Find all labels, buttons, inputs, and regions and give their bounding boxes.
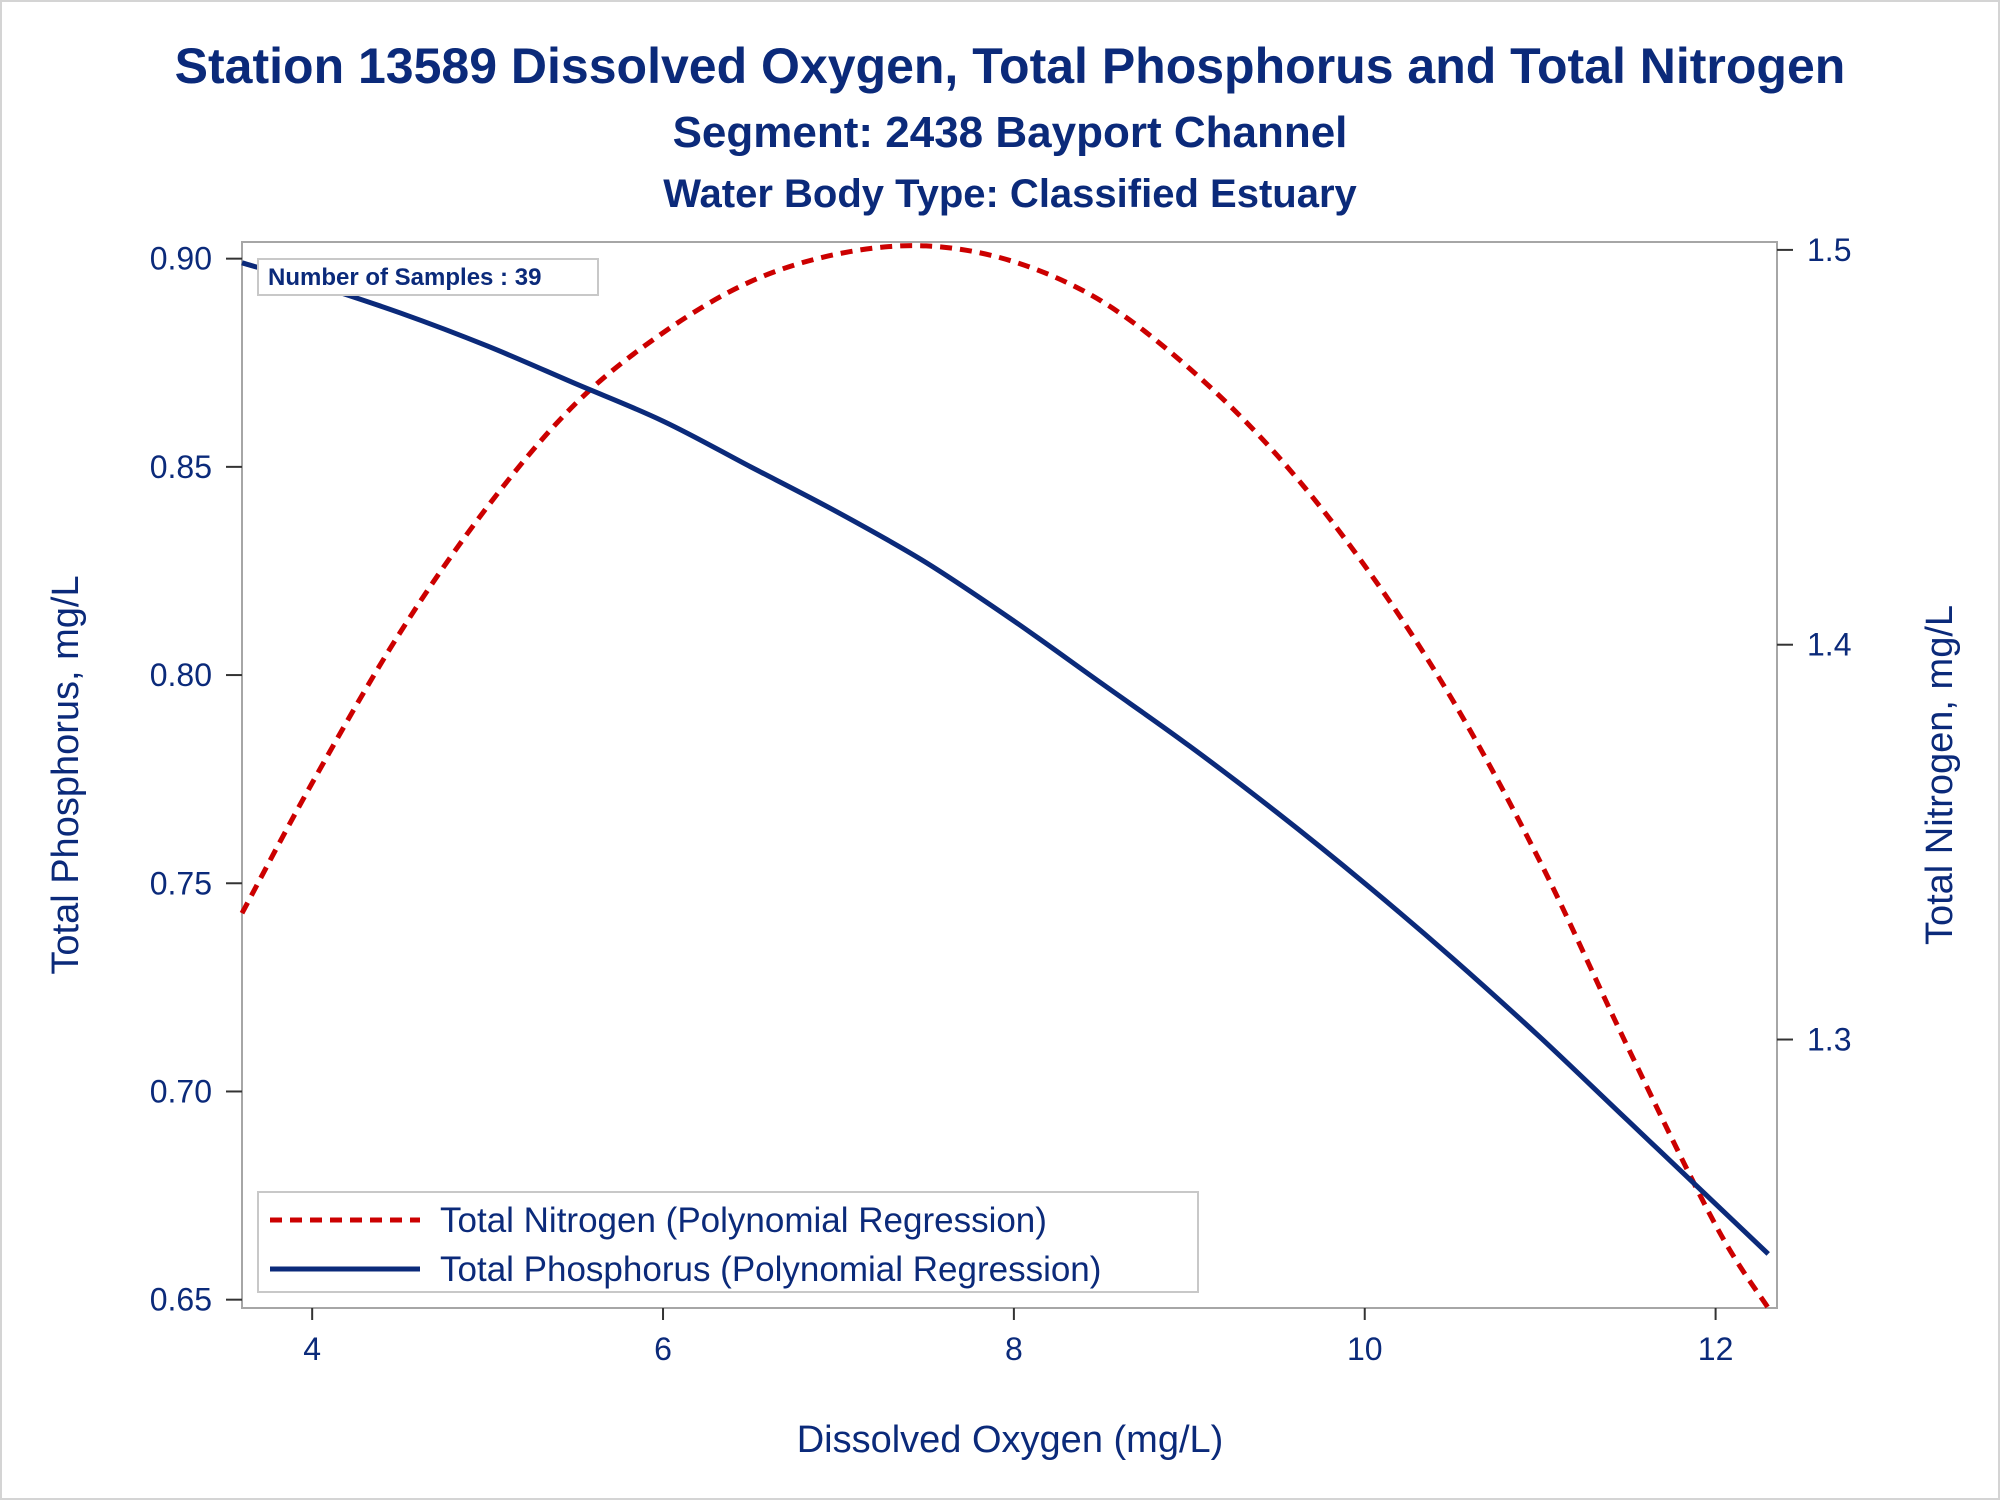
y-tick-label: 0.75: [150, 865, 212, 901]
y-tick-label: 0.70: [150, 1073, 212, 1109]
series-layer: [239, 243, 1771, 1310]
y2-tick-label: 1.4: [1807, 627, 1851, 663]
sample-count-box: [257, 258, 599, 296]
x-axis: 4 6 8 10 12: [303, 1308, 1733, 1367]
plot-area: [241, 241, 1778, 1309]
sample-count-text: Number of Samples : 39: [268, 264, 541, 291]
x-tick-label: 10: [1347, 1331, 1383, 1367]
y2-tick-label: 1.5: [1807, 232, 1851, 268]
x-tick-label: 8: [1005, 1331, 1023, 1367]
y-axis-left: 0.65 0.70 0.75 0.80 0.85 0.90: [150, 241, 242, 1318]
legend-label-phosphorus: Total Phosphorus (Polynomial Regression): [440, 1250, 1101, 1289]
y2-axis-label: Total Nitrogen, mg/L: [1919, 605, 1961, 945]
x-tick-label: 6: [654, 1331, 672, 1367]
y-tick-label: 0.90: [150, 241, 212, 277]
sample-count-note: Number of Samples : 39: [257, 258, 599, 296]
y-axis-right: 1.3 1.4 1.5: [1777, 232, 1851, 1058]
chart-subtitle-waterbody: Water Body Type: Classified Estuary: [663, 172, 1357, 216]
x-axis-label: Dissolved Oxygen (mg/L): [797, 1419, 1224, 1461]
y-tick-label: 0.80: [150, 657, 212, 693]
legend: Total Nitrogen (Polynomial Regression) T…: [257, 1191, 1199, 1293]
y2-tick-label: 1.3: [1807, 1022, 1851, 1058]
x-tick-label: 12: [1698, 1331, 1734, 1367]
legend-box: [257, 1191, 1199, 1293]
x-tick-label: 4: [303, 1331, 321, 1367]
series-line-total-nitrogen: [239, 243, 1771, 1310]
y-tick-label: 0.65: [150, 1282, 212, 1318]
y-tick-label: 0.85: [150, 449, 212, 485]
series-line-total-phosphorus: [241, 260, 1770, 1256]
y-axis-label: Total Phosphorus, mg/L: [45, 575, 87, 974]
chart-title: Station 13589 Dissolved Oxygen, Total Ph…: [175, 38, 1846, 94]
legend-label-nitrogen: Total Nitrogen (Polynomial Regression): [440, 1201, 1047, 1240]
chart-subtitle-segment: Segment: 2438 Bayport Channel: [673, 108, 1348, 157]
